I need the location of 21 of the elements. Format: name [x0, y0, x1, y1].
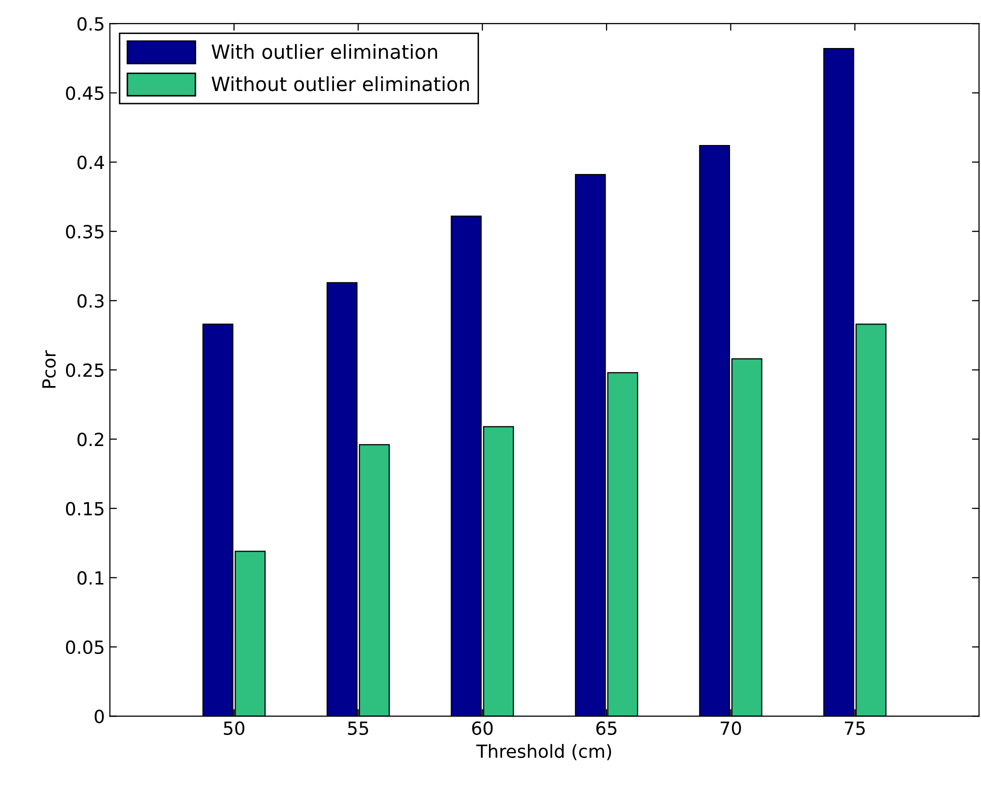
- y-tick-label: 0.1: [77, 571, 104, 585]
- x-tick-label: 60: [472, 721, 493, 736]
- y-tick-label: 0.05: [66, 640, 104, 654]
- legend-label: Without outlier elimination: [212, 76, 469, 92]
- y-tick-label: 0: [94, 710, 104, 724]
- y-tick-label: 0.3: [77, 294, 104, 308]
- y-tick-label: 0.15: [66, 502, 104, 516]
- y-tick-label: 0.2: [77, 432, 104, 446]
- x-tick-label: 75: [844, 722, 865, 736]
- y-tick-label: 0.25: [66, 363, 104, 378]
- x-tick-label: 70: [720, 721, 741, 736]
- y-tick-label: 0.35: [66, 224, 104, 238]
- y-axis-title: Pcor: [42, 350, 56, 388]
- y-tick-label: 0.45: [66, 86, 104, 100]
- x-tick-label: 50: [224, 721, 244, 736]
- x-tick-label: 65: [596, 721, 616, 736]
- y-tick-label: 0.5: [77, 17, 104, 31]
- x-tick-label: 55: [348, 722, 368, 736]
- y-tick-label: 0.4: [77, 156, 104, 170]
- x-axis-title: Threshold (cm): [476, 744, 612, 760]
- legend-label: With outlier elimination: [212, 44, 438, 60]
